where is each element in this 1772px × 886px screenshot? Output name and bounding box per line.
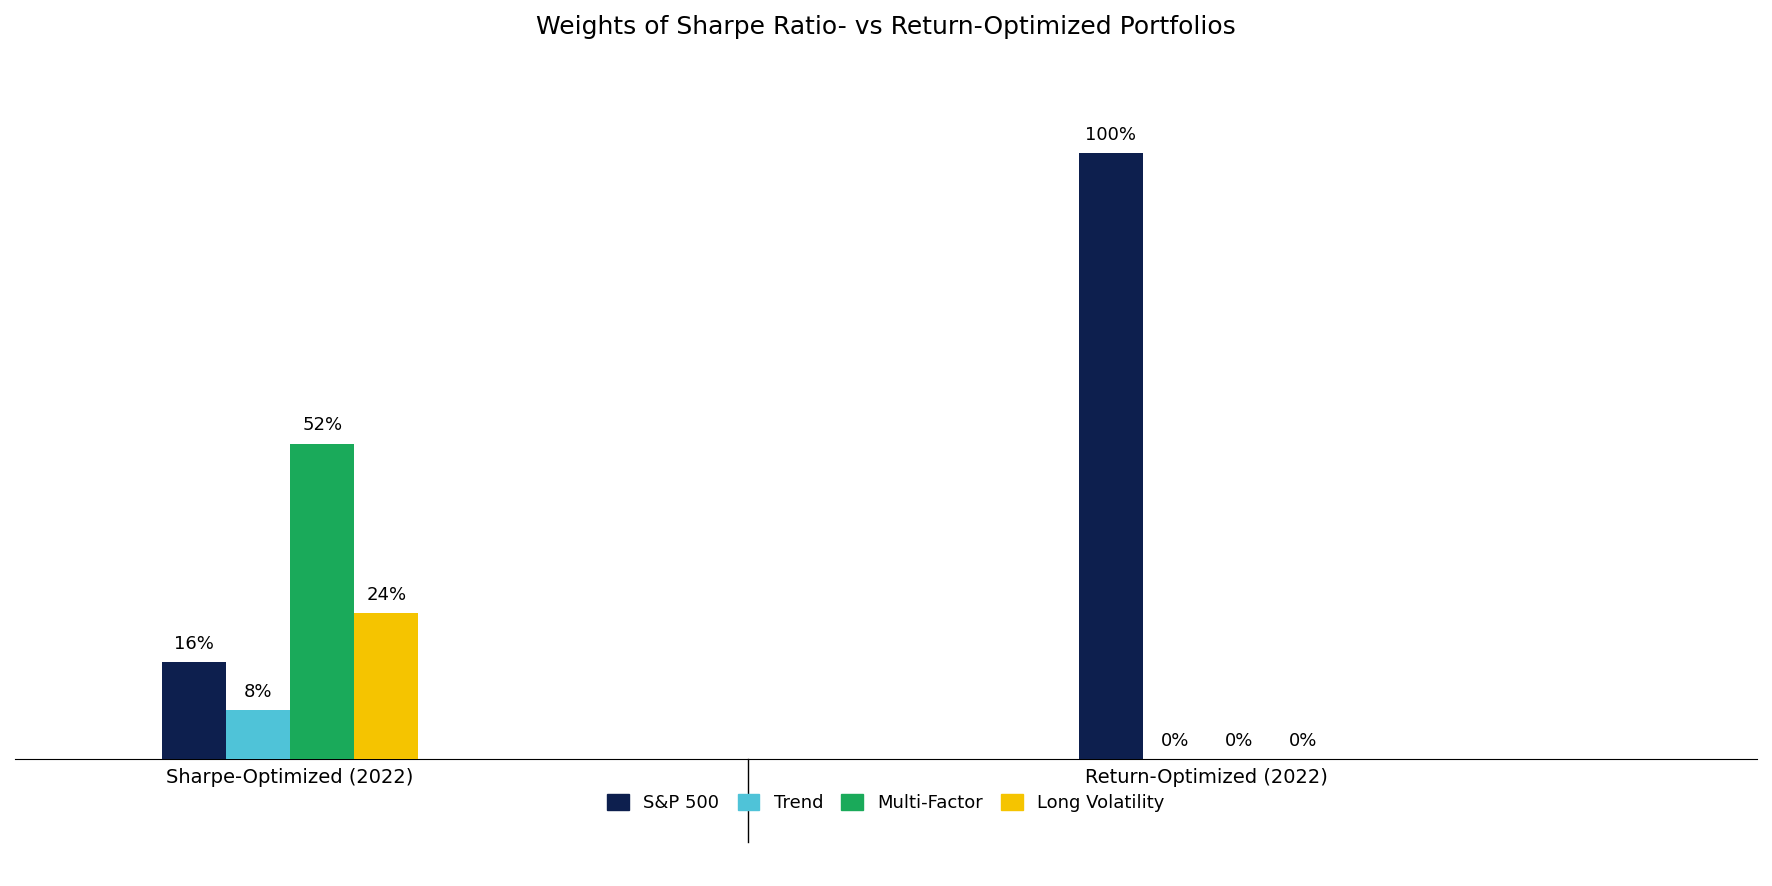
Text: 100%: 100% xyxy=(1084,126,1136,144)
Text: 0%: 0% xyxy=(1288,732,1317,750)
Title: Weights of Sharpe Ratio- vs Return-Optimized Portfolios: Weights of Sharpe Ratio- vs Return-Optim… xyxy=(537,15,1235,39)
Bar xyxy=(1079,152,1143,758)
Text: 8%: 8% xyxy=(245,683,273,701)
Bar xyxy=(225,711,291,758)
Text: 16%: 16% xyxy=(174,634,214,653)
Bar xyxy=(291,444,354,758)
Bar xyxy=(354,613,418,758)
Text: 0%: 0% xyxy=(1161,732,1189,750)
Text: 52%: 52% xyxy=(301,416,342,434)
Legend: S&P 500, Trend, Multi-Factor, Long Volatility: S&P 500, Trend, Multi-Factor, Long Volat… xyxy=(601,787,1171,820)
Text: 24%: 24% xyxy=(367,587,406,604)
Text: 0%: 0% xyxy=(1224,732,1253,750)
Bar xyxy=(161,662,225,758)
